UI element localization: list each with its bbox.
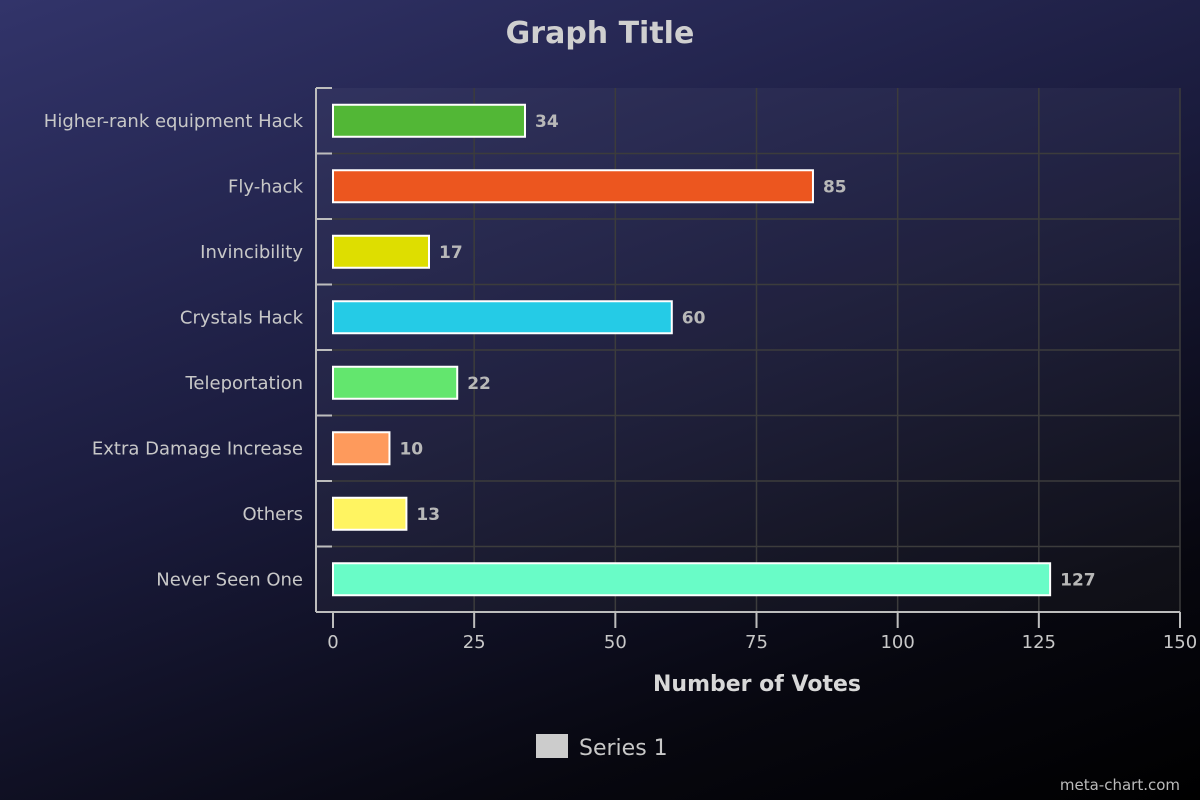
value-label: 22 — [467, 374, 491, 394]
value-label: 60 — [682, 308, 706, 328]
legend: Series 1 — [536, 734, 668, 761]
x-tick-label-150: 150 — [1163, 632, 1197, 653]
category-label: Extra Damage Increase — [92, 438, 303, 459]
category-label: Higher-rank equipment Hack — [44, 111, 304, 132]
value-label: 85 — [823, 177, 847, 197]
legend-swatch — [536, 734, 568, 758]
labels: 0 25 50 75 100 125 150 Higher-rank equipment Ha… — [44, 111, 1197, 653]
value-label: 17 — [439, 243, 463, 263]
legend-entry-series-1: Series 1 — [579, 736, 668, 761]
x-tick-label-50: 50 — [604, 632, 627, 653]
x-tick-label-25: 25 — [463, 632, 486, 653]
bar-crystals-hack — [332, 300, 673, 335]
value-label: 127 — [1060, 570, 1096, 590]
bar-fly-hack — [332, 169, 814, 204]
x-tick-label-0: 0 — [327, 632, 338, 653]
credit-text: meta-chart.com — [1060, 776, 1180, 794]
x-tick-label-100: 100 — [880, 632, 914, 653]
bar-never-seen-one — [332, 562, 1052, 597]
x-axis-label: Number of Votes — [653, 672, 861, 697]
bars — [332, 103, 1052, 597]
chart-title: Graph Title — [506, 16, 695, 51]
x-tick-label-125: 125 — [1022, 632, 1056, 653]
axes — [315, 87, 1181, 628]
bar-extra-damage-increase — [332, 431, 391, 466]
category-label: Never Seen One — [156, 569, 303, 590]
category-label: Fly-hack — [228, 176, 304, 197]
x-tick-label-75: 75 — [745, 632, 768, 653]
bar-others — [332, 496, 408, 531]
category-label: Invincibility — [200, 242, 303, 263]
value-label: 34 — [535, 112, 559, 132]
category-label: Crystals Hack — [180, 307, 304, 328]
bar-teleportation — [332, 365, 459, 400]
bar-higher-rank-equipment-hack — [332, 103, 526, 138]
category-label: Others — [243, 504, 304, 525]
bar-invincibility — [332, 234, 430, 269]
category-label: Teleportation — [185, 373, 304, 394]
value-label: 13 — [416, 505, 440, 525]
value-label: 10 — [399, 439, 423, 459]
